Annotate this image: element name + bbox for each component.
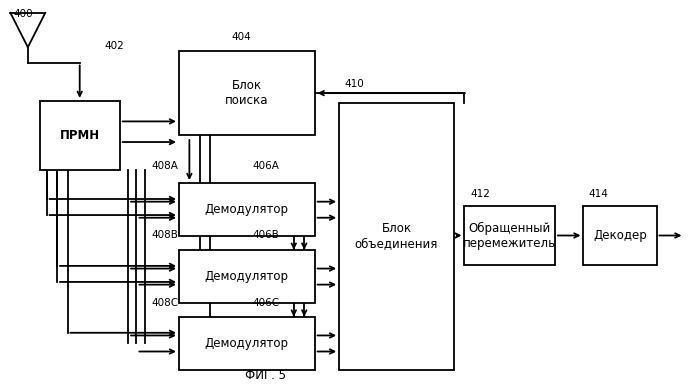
Text: 414: 414 — [589, 189, 608, 199]
Text: Декодер: Декодер — [593, 229, 647, 242]
Bar — [179, 317, 315, 370]
Text: Демодулятор: Демодулятор — [205, 337, 289, 350]
Text: 410: 410 — [345, 79, 364, 89]
Bar — [179, 183, 315, 236]
Bar — [40, 101, 120, 169]
Text: 408A: 408A — [151, 161, 178, 171]
Bar — [464, 206, 555, 265]
Text: Демодулятор: Демодулятор — [205, 203, 289, 216]
Text: 406A: 406A — [252, 161, 279, 171]
Text: 406B: 406B — [252, 230, 279, 240]
Text: 408B: 408B — [151, 230, 178, 240]
Text: 404: 404 — [231, 32, 251, 42]
Bar — [584, 206, 656, 265]
Bar — [179, 250, 315, 303]
Text: 412: 412 — [470, 189, 490, 199]
Text: Обращенный
перемежитель: Обращенный перемежитель — [463, 221, 556, 249]
Bar — [339, 103, 454, 370]
Text: 408C: 408C — [151, 298, 178, 308]
Text: Демодулятор: Демодулятор — [205, 270, 289, 283]
Text: 400: 400 — [14, 8, 34, 18]
Text: 406C: 406C — [252, 298, 279, 308]
Text: Блок
объединения: Блок объединения — [355, 223, 438, 251]
Text: 402: 402 — [104, 41, 124, 51]
Text: ФИГ. 5: ФИГ. 5 — [245, 369, 287, 382]
Text: Блок
поиска: Блок поиска — [225, 79, 268, 107]
Text: ПРМН: ПРМН — [59, 129, 100, 142]
Bar — [179, 51, 315, 135]
